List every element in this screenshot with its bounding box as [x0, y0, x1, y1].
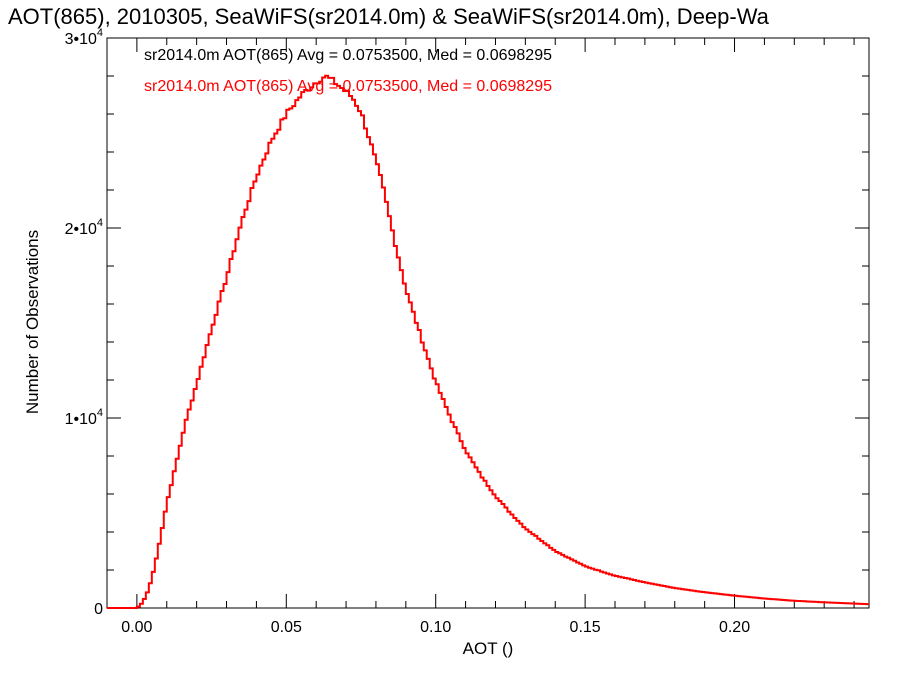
series-layer — [107, 74, 869, 609]
x-tick-label: 0.15 — [570, 619, 601, 636]
y-tick-label: 2•104 — [65, 217, 103, 238]
y-tick-base: 3•10 — [65, 31, 97, 48]
x-axis-label: AOT () — [463, 639, 514, 658]
stats-annotation-red: sr2014.0m AOT(865) Avg = 0.0753500, Med … — [144, 78, 552, 95]
y-tick-exponent: 4 — [97, 27, 103, 39]
y-tick-base: 2•10 — [65, 221, 97, 238]
x-tick-label: 0.10 — [420, 619, 451, 636]
y-tick-label: 3•104 — [65, 27, 103, 48]
y-tick-base: 0 — [94, 601, 103, 618]
x-tick-label: 0.20 — [719, 619, 750, 636]
y-tick-exponent: 4 — [97, 407, 103, 419]
x-tick-labels: 0.00 0.05 0.10 0.15 0.20 — [121, 619, 750, 636]
chart-title: AOT(865), 2010305, SeaWiFS(sr2014.0m) & … — [8, 4, 770, 29]
y-tick-exponent: 4 — [97, 217, 103, 229]
y-tick-label: 1•104 — [65, 407, 103, 428]
y-tick-label: 0 — [94, 601, 103, 618]
histogram-series — [107, 74, 869, 609]
stats-annotation-black: sr2014.0m AOT(865) Avg = 0.0753500, Med … — [144, 47, 552, 64]
y-tick-base: 1•10 — [65, 411, 97, 428]
plot-frame — [106, 37, 870, 609]
y-axis-label: Number of Observations — [23, 230, 42, 414]
x-tick-label: 0.00 — [121, 619, 152, 636]
axis-ticks — [106, 37, 869, 609]
x-tick-label: 0.05 — [271, 619, 302, 636]
